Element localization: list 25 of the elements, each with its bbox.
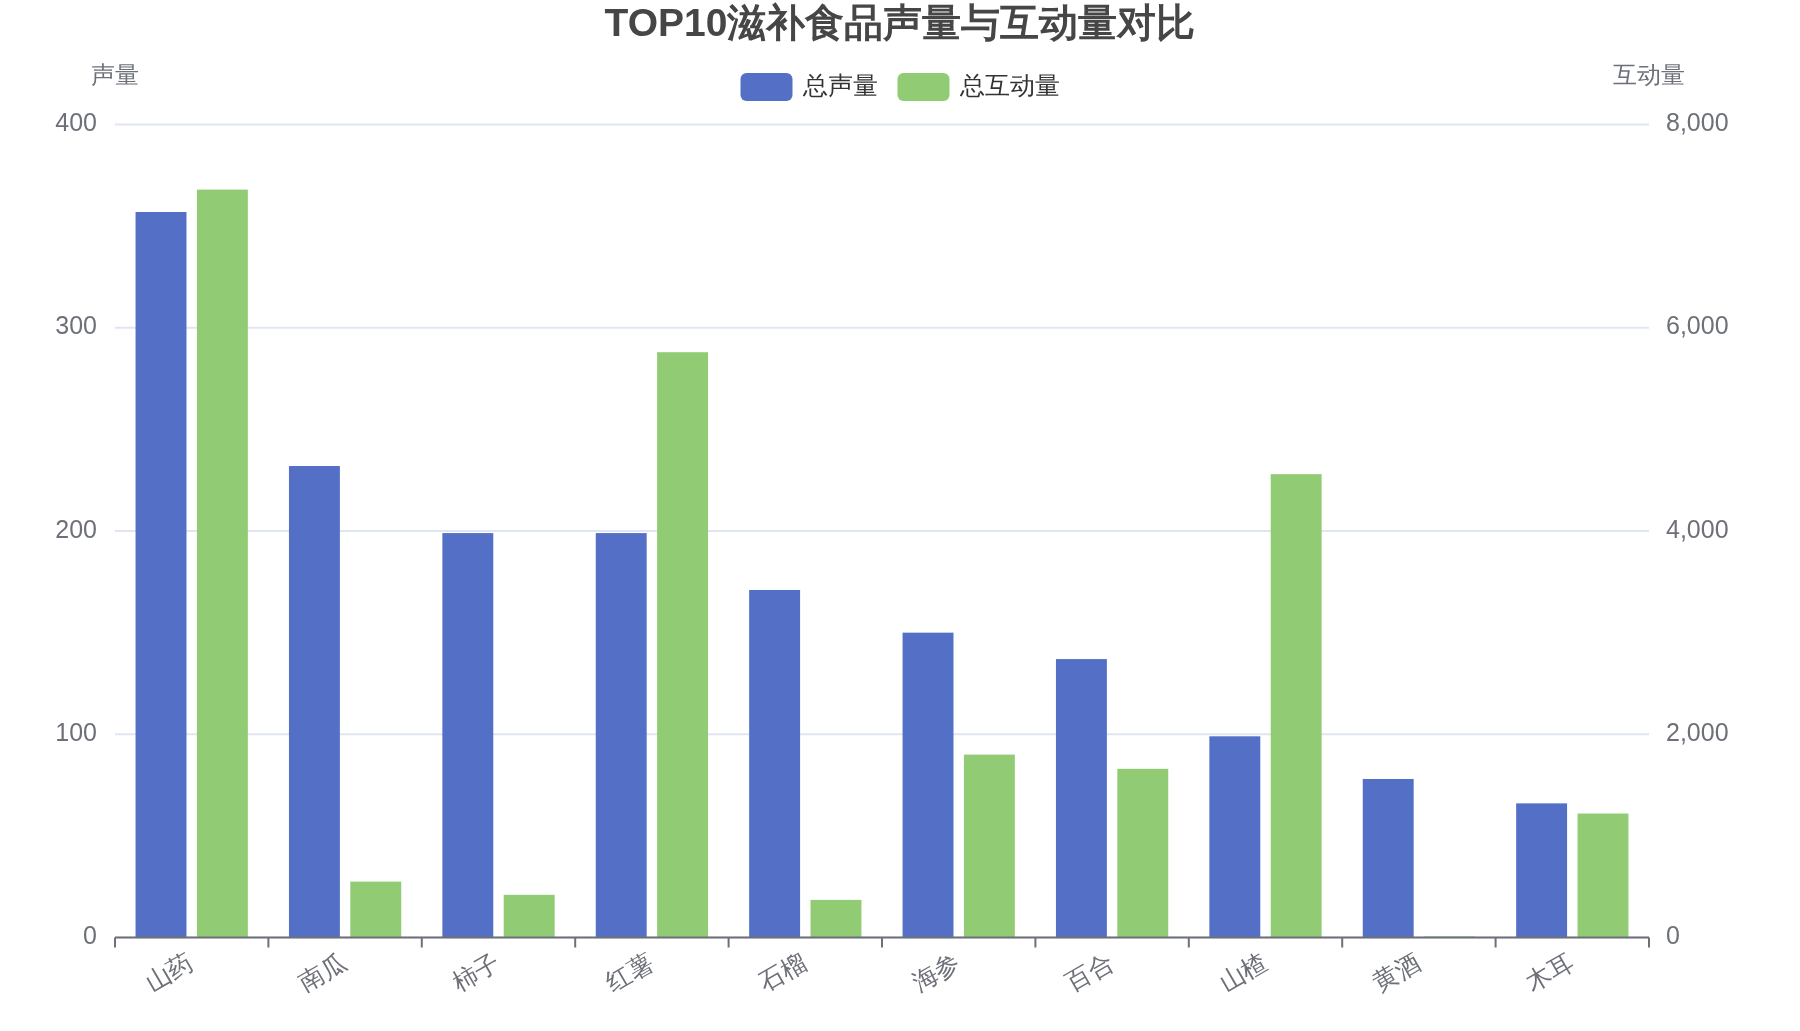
legend-label: 总互动量 bbox=[958, 70, 1060, 99]
x-tick-label: 木耳 bbox=[1520, 947, 1579, 997]
y2-axis-title: 互动量 bbox=[1613, 61, 1685, 89]
y-tick-label: 0 bbox=[83, 921, 97, 950]
y2-tick-label: 2,000 bbox=[1666, 717, 1729, 746]
chart-title: TOP10滋补食品声量与互动量对比 bbox=[604, 1, 1196, 45]
y2-tick-label: 6,000 bbox=[1666, 311, 1729, 340]
x-tick-label: 山楂 bbox=[1214, 947, 1272, 997]
y-tick-label: 300 bbox=[55, 311, 97, 340]
y-axis-title: 声量 bbox=[91, 61, 139, 89]
y2-tick-label: 8,000 bbox=[1666, 108, 1729, 137]
y-tick-label: 100 bbox=[55, 717, 97, 746]
y-tick-label: 400 bbox=[55, 108, 97, 137]
x-tick-label: 柿子 bbox=[447, 947, 505, 997]
x-tick-label: 石榴 bbox=[753, 947, 812, 997]
x-tick-label: 南瓜 bbox=[293, 947, 351, 997]
y2-tick-label: 0 bbox=[1666, 921, 1680, 950]
x-tick-label: 黄酒 bbox=[1367, 947, 1425, 997]
x-tick-label: 百合 bbox=[1060, 947, 1118, 997]
legend-label: 总声量 bbox=[801, 70, 878, 99]
x-tick-label: 海参 bbox=[907, 947, 965, 997]
y2-tick-label: 4,000 bbox=[1666, 514, 1729, 543]
y-tick-label: 200 bbox=[55, 514, 97, 543]
x-tick-label: 山药 bbox=[140, 947, 198, 997]
x-tick-label: 红薯 bbox=[600, 947, 658, 997]
